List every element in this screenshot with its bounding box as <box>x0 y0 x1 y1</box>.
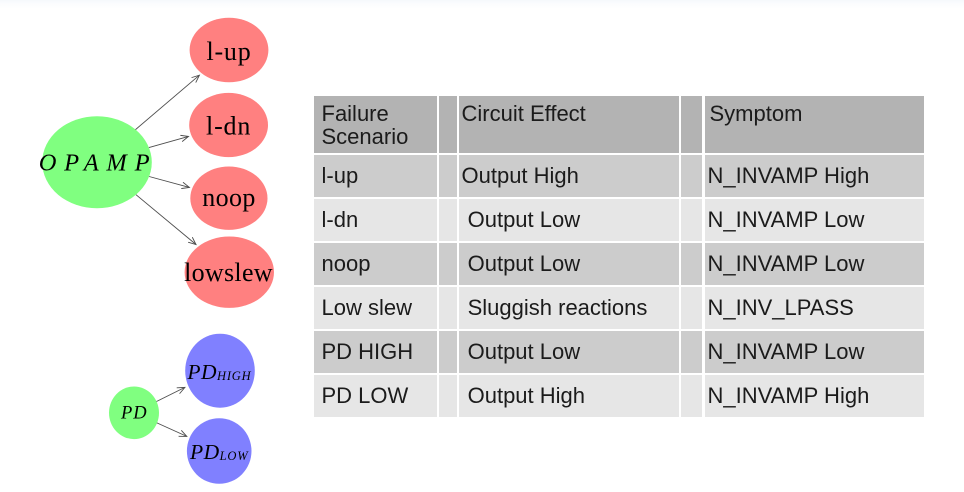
svg-text:PD: PD <box>120 403 148 423</box>
svg-text:OPAMP: OPAMP <box>39 149 158 176</box>
svg-text:lowslew: lowslew <box>184 258 273 287</box>
svg-text:l-dn: l-dn <box>206 112 251 141</box>
svg-text:l-up: l-up <box>206 37 251 66</box>
svg-text:noop: noop <box>202 183 256 212</box>
